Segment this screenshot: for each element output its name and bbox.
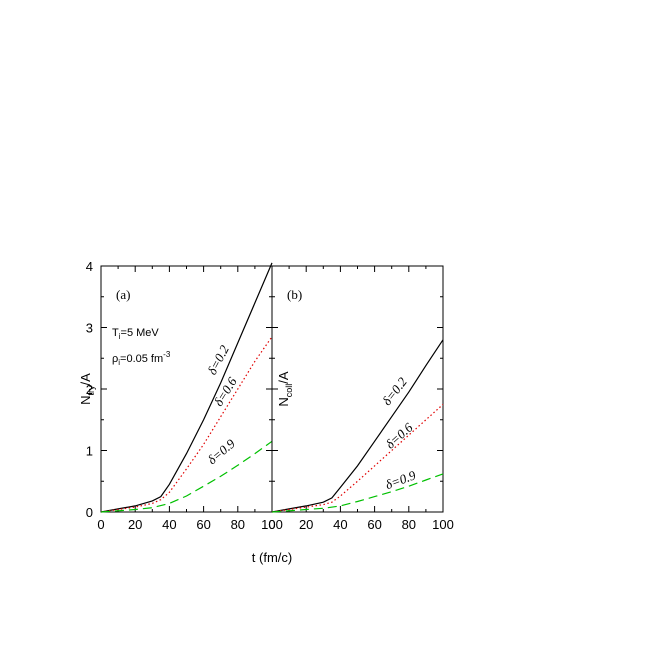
y-tick-label: 1: [86, 444, 93, 459]
curve-label: δ=0.6: [382, 419, 415, 451]
x-tick-label: 0: [97, 517, 104, 532]
x-tick-label: 60: [196, 517, 210, 532]
y-tick-label: 0: [86, 505, 93, 520]
series-line: [100, 440, 273, 513]
x-tick-label: 80: [402, 517, 416, 532]
panel-b: 0 20 40 60 80 100 Ncoll/A (b): [268, 265, 454, 532]
plot-frame: [271, 265, 444, 513]
x-tick-label: 20: [299, 517, 313, 532]
x-tick-label: 0: [268, 517, 275, 532]
temperature-annotation: Ti=5 MeV: [112, 327, 159, 341]
plot-frame: [100, 265, 273, 513]
y-axis-label: Ntry/A: [78, 373, 96, 405]
x-tick-label: 20: [128, 517, 142, 532]
y-axis-label: Ncoll/A: [276, 371, 294, 407]
x-tick-label: 60: [367, 517, 381, 532]
panel-label: (b): [287, 287, 302, 302]
x-tick-label: 100: [432, 517, 454, 532]
x-axis-label: t (fm/c): [252, 550, 292, 565]
y-tick-label: 4: [86, 259, 93, 274]
y-tick-label: 2: [86, 382, 93, 397]
series-line: [100, 262, 273, 513]
x-tick-label: 80: [231, 517, 245, 532]
curve-label: δ=0.9: [204, 436, 238, 468]
x-tick-label: 100: [261, 517, 283, 532]
density-annotation: ρi=0.05 fm-3: [112, 350, 171, 367]
series-line: [271, 339, 444, 513]
curve-label: δ=0.2: [204, 342, 232, 377]
y-tick-label: 3: [86, 321, 93, 336]
panel-label: (a): [116, 287, 130, 302]
x-tick-label: 40: [333, 517, 347, 532]
x-tick-label: 40: [162, 517, 176, 532]
series-line: [271, 403, 444, 513]
curve-label: δ=0.2: [379, 374, 410, 408]
series-line: [271, 473, 444, 513]
